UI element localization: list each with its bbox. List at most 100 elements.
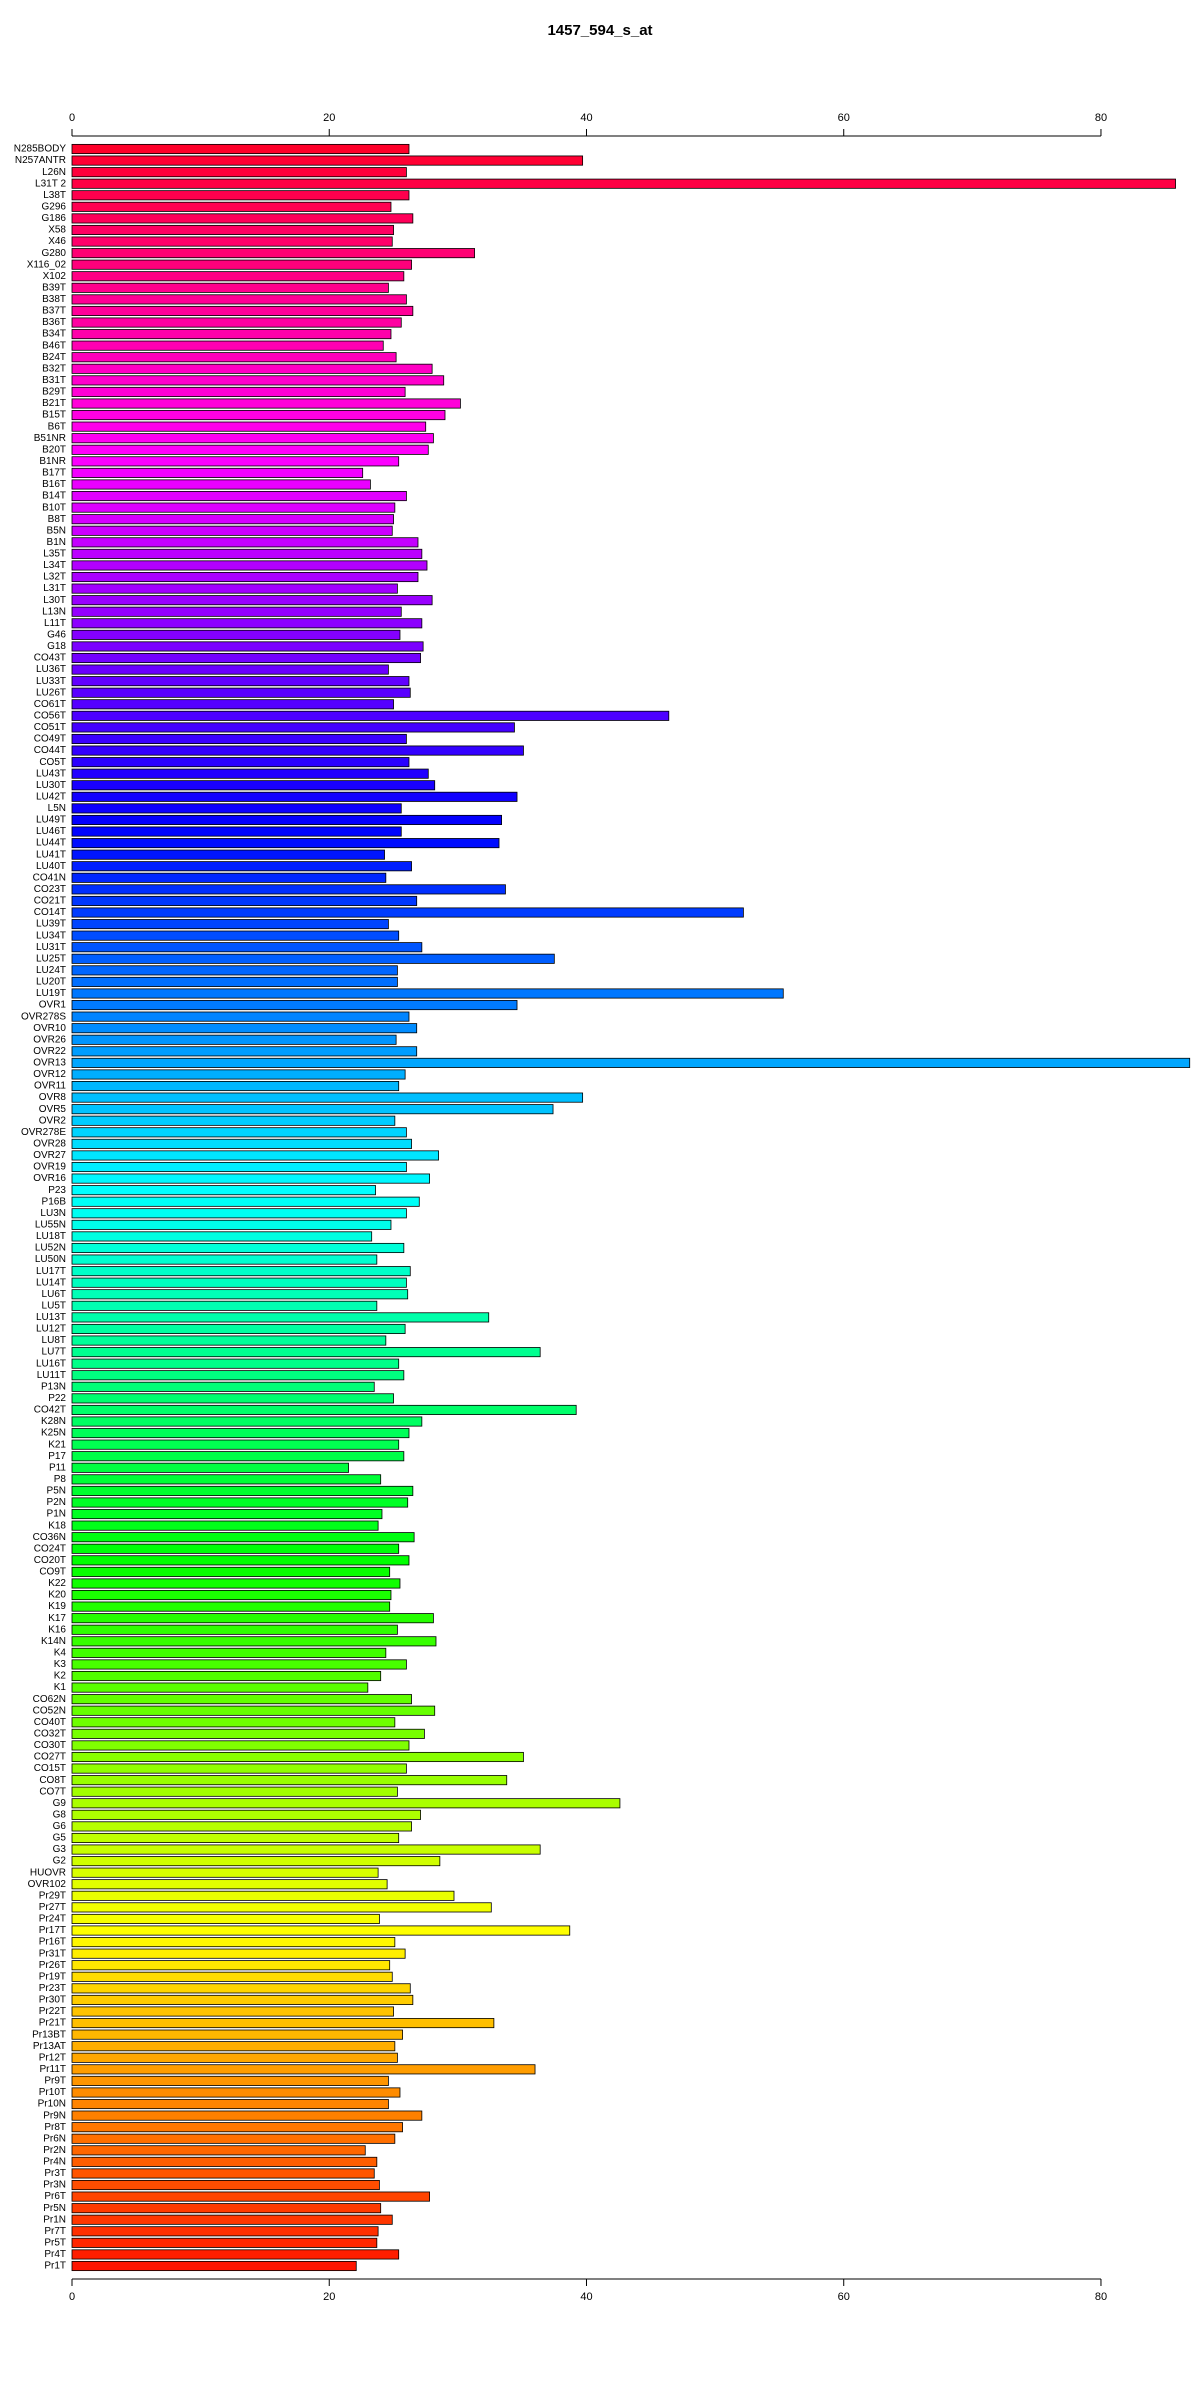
bar bbox=[71, 2214, 393, 2225]
bar bbox=[71, 965, 398, 976]
y-tick-label: L13N bbox=[42, 606, 66, 617]
y-tick-label: CO32T bbox=[34, 1728, 66, 1739]
bar bbox=[71, 1856, 441, 1867]
y-tick-label: OVR102 bbox=[28, 1879, 67, 1890]
y-tick-label: B32T bbox=[42, 363, 66, 374]
chart-title: 1457_594_s_at bbox=[547, 22, 652, 39]
y-tick-label: X116_02 bbox=[27, 259, 67, 270]
y-tick-label: P11 bbox=[49, 1462, 66, 1473]
bar bbox=[71, 1462, 349, 1473]
bar bbox=[71, 548, 423, 559]
bar bbox=[71, 722, 515, 733]
bar bbox=[71, 248, 475, 259]
x-tick-label: 0 bbox=[69, 2291, 75, 2303]
y-tick-label: G9 bbox=[53, 1798, 67, 1809]
bar bbox=[71, 1647, 387, 1658]
y-tick-label: K22 bbox=[48, 1578, 66, 1589]
y-tick-label: L11T bbox=[44, 618, 66, 629]
y-tick-label: B10T bbox=[42, 502, 66, 513]
bar bbox=[71, 271, 405, 282]
bar bbox=[71, 560, 428, 571]
y-tick-label: Pr13AT bbox=[33, 2041, 66, 2052]
bar bbox=[71, 1890, 455, 1901]
y-tick-label: CO52N bbox=[33, 1705, 66, 1716]
bar bbox=[71, 1104, 554, 1115]
bar bbox=[71, 606, 402, 617]
bar bbox=[71, 537, 419, 548]
bar bbox=[71, 1925, 571, 1936]
y-tick-label: G2 bbox=[53, 1856, 67, 1867]
bar bbox=[71, 676, 410, 687]
bar bbox=[71, 618, 423, 629]
y-tick-label: OVR28 bbox=[33, 1139, 66, 1150]
bar bbox=[71, 398, 461, 409]
x-tick-label: 40 bbox=[580, 2291, 592, 2303]
bar bbox=[71, 2006, 394, 2017]
bar bbox=[71, 444, 429, 455]
y-tick-label: CO14T bbox=[34, 907, 66, 918]
bar bbox=[71, 1636, 437, 1647]
bar bbox=[71, 1323, 406, 1334]
bar bbox=[71, 1682, 369, 1693]
y-tick-label: B8T bbox=[48, 514, 66, 525]
bar bbox=[71, 1751, 524, 1763]
y-tick-label: CO15T bbox=[34, 1763, 66, 1774]
y-tick-label: B39T bbox=[42, 282, 66, 293]
y-tick-label: B21T bbox=[42, 398, 66, 409]
y-tick-label: OVR16 bbox=[33, 1173, 66, 1184]
y-tick-label: Pr24T bbox=[39, 1914, 66, 1925]
bar bbox=[71, 1254, 378, 1265]
bar bbox=[71, 1289, 409, 1300]
bar bbox=[71, 1185, 376, 1196]
y-tick-label: K1 bbox=[54, 1682, 67, 1693]
bar bbox=[71, 317, 402, 328]
bar bbox=[71, 953, 555, 964]
bar bbox=[71, 826, 402, 837]
bar bbox=[71, 224, 394, 236]
y-tick-label: B37T bbox=[42, 306, 66, 317]
y-tick-label: G280 bbox=[42, 248, 67, 259]
bar bbox=[71, 1798, 621, 1809]
y-tick-label: B34T bbox=[42, 329, 66, 340]
bar bbox=[71, 803, 402, 814]
y-tick-label: N285BODY bbox=[14, 144, 67, 155]
y-tick-label: G186 bbox=[42, 213, 67, 224]
bar bbox=[71, 375, 445, 386]
bar bbox=[71, 1011, 410, 1022]
bar bbox=[71, 1242, 405, 1254]
y-tick-label: B38T bbox=[42, 294, 66, 305]
y-tick-label: Pr6T bbox=[44, 2191, 66, 2202]
y-tick-label: OVR12 bbox=[33, 1069, 66, 1080]
y-tick-label: OVR5 bbox=[39, 1104, 67, 1115]
y-tick-label: OVR26 bbox=[33, 1034, 66, 1045]
bar bbox=[71, 167, 407, 178]
y-tick-label: P16B bbox=[42, 1196, 67, 1207]
bar bbox=[71, 491, 407, 502]
bar bbox=[71, 352, 397, 363]
bar bbox=[71, 595, 433, 606]
y-tick-label: G8 bbox=[53, 1809, 67, 1820]
y-tick-label: Pr13BT bbox=[32, 2029, 66, 2040]
bar bbox=[71, 1381, 375, 1392]
y-tick-label: LU18T bbox=[36, 1231, 66, 1242]
bar bbox=[71, 1937, 396, 1948]
bar bbox=[71, 1428, 410, 1439]
y-tick-label: LU50N bbox=[35, 1254, 66, 1265]
bar bbox=[71, 2168, 375, 2179]
bar bbox=[71, 768, 429, 779]
bar bbox=[71, 1705, 436, 1716]
bar bbox=[71, 1404, 577, 1415]
y-tick-label: L5N bbox=[48, 803, 66, 814]
x-tick-label: 20 bbox=[323, 2291, 335, 2303]
y-tick-label: Pr16T bbox=[39, 1937, 66, 1948]
bar bbox=[71, 1474, 382, 1485]
y-tick-label: LU14T bbox=[36, 1277, 66, 1288]
y-tick-label: CO5T bbox=[39, 757, 66, 768]
y-tick-label: L31T bbox=[43, 583, 66, 594]
bar bbox=[71, 2122, 403, 2133]
bar bbox=[71, 2087, 401, 2098]
bar bbox=[71, 1832, 400, 1843]
y-tick-label: B24T bbox=[42, 352, 66, 363]
